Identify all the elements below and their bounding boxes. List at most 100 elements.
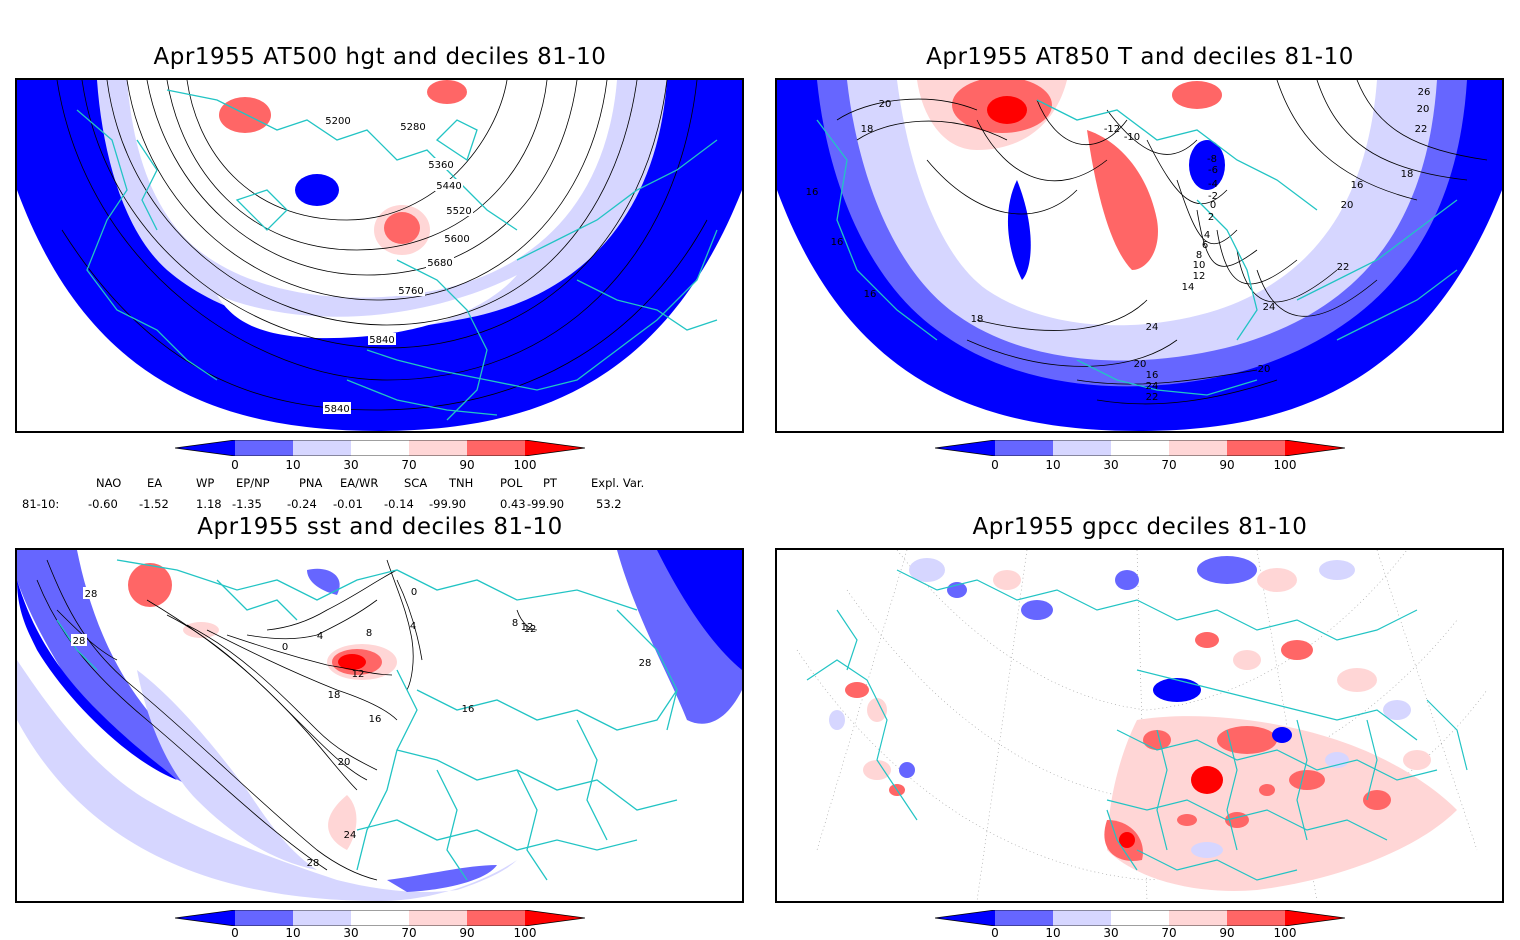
contour-label: 22 — [1337, 262, 1350, 273]
index-value: -1.52 — [139, 497, 169, 511]
contour-label: 24 — [1263, 302, 1276, 313]
contour-labels: 28 28 0 4 8 12 16 18 20 24 28 4 12 16 0 … — [71, 587, 653, 869]
panel-title-hgt500: Apr1955 AT500 hgt and deciles 81-10 — [153, 44, 607, 70]
colorbar-tick-label: 70 — [401, 926, 417, 940]
colorbar-tick-label: 100 — [513, 458, 537, 472]
contour-label: 0 — [1210, 200, 1216, 211]
index-value: -1.35 — [232, 497, 262, 511]
colorbar-tick-label: 10 — [1045, 926, 1061, 940]
colorbar-tick-label: 30 — [1103, 926, 1119, 940]
index-value: -0.14 — [384, 497, 414, 511]
contour-label: -8 — [1207, 154, 1217, 165]
contour-label: 18 — [861, 124, 874, 135]
colorbar-tick-label: 10 — [285, 458, 301, 472]
index-header: PNA — [299, 476, 323, 490]
contour-label: 20 — [1341, 200, 1354, 211]
contour-label: 20 — [879, 99, 892, 110]
contour-label: 16 — [864, 289, 877, 300]
contour-label: 12 — [524, 624, 537, 635]
contour-label: 2 — [1208, 212, 1214, 223]
colorbar-tick-label: 0 — [991, 926, 999, 940]
colorbar-tick-label: 70 — [1161, 926, 1177, 940]
contour-label: -6 — [1208, 165, 1218, 176]
contour-label: 4 — [410, 621, 416, 632]
colorbar-tick-label: 100 — [513, 926, 537, 940]
map-hgt500: 5200 5280 5360 5440 5520 5600 5680 5760 … — [15, 78, 744, 433]
contour-label: 5840 — [324, 404, 349, 415]
colorbar-tick-label: 30 — [343, 458, 359, 472]
contour-label: 4 — [317, 631, 323, 642]
contour-label: 0 — [411, 587, 417, 598]
contour-label: 12 — [352, 669, 365, 680]
contour-label: 20 — [1258, 364, 1271, 375]
colorbar-bottom-left: 0 10 30 70 90 100 — [174, 909, 586, 940]
contour-label: 16 — [806, 187, 819, 198]
decile-shading — [777, 80, 1502, 431]
index-value: -99.90 — [429, 497, 467, 511]
contour-label: 16 — [1146, 370, 1159, 381]
colorbar-tick-label: 90 — [459, 458, 475, 472]
teleconnection-indices: NAO EA WP EP/NP PNA EA/WR SCA TNH POL PT… — [0, 474, 760, 514]
contour-label: -12 — [1104, 124, 1120, 135]
colorbar-top-left: 0 10 30 70 90 100 — [174, 439, 586, 474]
contour-label: 24 — [1146, 381, 1159, 392]
coastlines — [806, 569, 1468, 881]
contour-labels: 5200 5280 5360 5440 5520 5600 5680 5760 … — [323, 114, 473, 415]
decile-shading — [829, 556, 1457, 891]
colorbar-tick-label: 90 — [1219, 926, 1235, 940]
index-header: SCA — [404, 476, 428, 490]
index-header: POL — [500, 476, 523, 490]
index-value: 0.43 — [500, 497, 526, 511]
contour-label: 5760 — [398, 286, 423, 297]
index-value: 1.18 — [196, 497, 222, 511]
index-header: EA — [147, 476, 163, 490]
height-contours — [56, 80, 708, 411]
contour-label: 10 — [1193, 260, 1206, 271]
contour-label: 5200 — [325, 116, 350, 127]
panel-title-t850: Apr1955 AT850 T and deciles 81-10 — [926, 44, 1354, 70]
contour-label: 18 — [328, 690, 341, 701]
colorbar-tick-label: 90 — [1219, 458, 1235, 472]
contour-label: 5840 — [369, 335, 394, 346]
contour-label: 5600 — [444, 234, 469, 245]
contour-label: 16 — [369, 714, 382, 725]
index-row-label: 81-10: — [22, 497, 60, 511]
colorbar-tick-label: 0 — [231, 926, 239, 940]
coastlines — [56, 559, 678, 881]
index-header: EP/NP — [236, 476, 270, 490]
contour-label: 5280 — [400, 122, 425, 133]
contour-label: 20 — [338, 757, 351, 768]
contour-label: 28 — [85, 589, 98, 600]
index-value: -0.60 — [88, 497, 118, 511]
index-header: NAO — [96, 476, 122, 490]
contour-label: 22 — [1146, 392, 1159, 403]
contour-label: 5520 — [446, 206, 471, 217]
contour-label: 5440 — [436, 181, 461, 192]
contour-label: 26 — [1418, 87, 1431, 98]
colorbar-tick-label: 10 — [1045, 458, 1061, 472]
decile-shading — [17, 80, 742, 431]
temperature-contours — [836, 80, 1488, 405]
colorbar-bottom-right: 0 10 30 70 90 100 — [934, 909, 1346, 940]
index-value: 53.2 — [596, 497, 622, 511]
colorbar-top-right: 0 10 30 70 90 100 — [934, 439, 1346, 474]
colorbar-tick-label: 100 — [1273, 458, 1297, 472]
contour-label: 20 — [1134, 359, 1147, 370]
contour-label: 28 — [73, 636, 86, 647]
index-header: WP — [196, 476, 215, 490]
contour-label: 6 — [1202, 240, 1208, 251]
coastlines — [816, 99, 1458, 396]
contour-label: 16 — [1351, 180, 1364, 191]
contour-label: 18 — [1401, 169, 1414, 180]
index-value: -0.01 — [333, 497, 363, 511]
contour-label: 4 — [1204, 230, 1210, 241]
colorbar-tick-label: 10 — [285, 926, 301, 940]
contour-label: 8 — [1196, 250, 1202, 261]
contour-label: 14 — [1182, 282, 1195, 293]
contour-label: 20 — [1417, 104, 1430, 115]
contour-label: 0 — [282, 642, 288, 653]
index-value: -0.24 — [287, 497, 317, 511]
coastlines — [76, 89, 718, 421]
colorbar-tick-label: 70 — [401, 458, 417, 472]
index-header: EA/WR — [340, 476, 379, 490]
